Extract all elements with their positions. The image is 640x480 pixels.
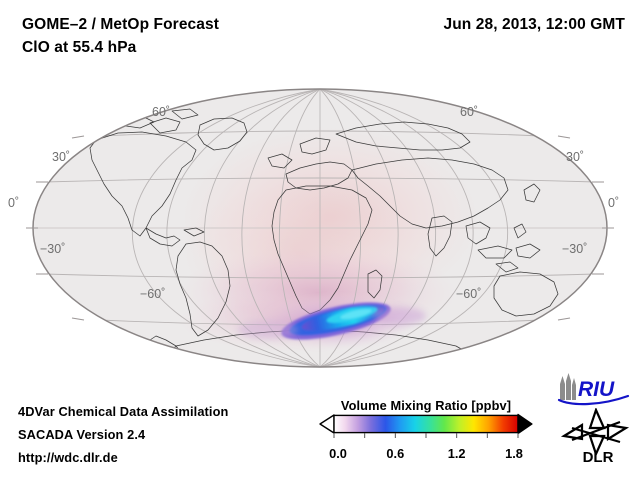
footer-line-version: SACADA Version 2.4 — [18, 427, 146, 442]
lat-label-right-m30: −30˚ — [562, 242, 588, 256]
colorbar-tick-label: 1.2 — [447, 446, 466, 461]
footer-line-assimilation: 4DVar Chemical Data Assimilation — [18, 404, 229, 419]
colorbar-body — [333, 414, 519, 434]
figure-subtitle: ClO at 55.4 hPa — [22, 39, 137, 56]
riu-swoosh-icon — [557, 394, 630, 406]
lat-label-right-m60: −60˚ — [456, 287, 482, 301]
riu-logo: RIU — [557, 373, 630, 406]
dlr-wordmark: DLR — [583, 449, 614, 464]
lat-label-left-m60: −60˚ — [140, 287, 166, 301]
lat-label-left-0: 0˚ — [8, 196, 20, 210]
colorbar-title: Volume Mixing Ratio [ppbv] — [340, 398, 512, 413]
lat-label-right-60: 60˚ — [460, 105, 479, 119]
mollweide-map — [26, 88, 614, 368]
colorbar-min-extend-arrow — [319, 414, 335, 434]
colorbar: Volume Mixing Ratio [ppbv] 0.0 0.6 1.2 1.8 — [318, 398, 534, 463]
world-map-panel: 60˚ 30˚ 0˚ −30˚ −60˚ 60˚ 30˚ 0˚ −30˚ −60… — [0, 78, 640, 378]
colorbar-ticks — [333, 433, 519, 438]
figure-timestamp: Jun 28, 2013, 12:00 GMT — [443, 16, 625, 33]
lat-label-right-30: 30˚ — [566, 150, 585, 164]
dlr-logo: DLR — [560, 408, 630, 464]
figure-title: GOME–2 / MetOp Forecast — [22, 16, 219, 33]
data-plume-antarctic — [238, 296, 426, 348]
colorbar-tick-label: 0.0 — [329, 446, 347, 461]
riu-towers-icon — [560, 373, 576, 400]
lat-label-right-0: 0˚ — [608, 196, 620, 210]
lat-tick-marks — [26, 135, 614, 321]
lat-label-left-60: 60˚ — [152, 105, 171, 119]
lat-label-left-30: 30˚ — [52, 150, 71, 164]
colorbar-tick-label: 1.8 — [505, 446, 523, 461]
riu-wordmark: RIU — [578, 378, 615, 401]
lat-label-left-m30: −30˚ — [40, 242, 66, 256]
colorbar-max-extend-arrow — [517, 413, 533, 435]
footer-line-url: http://wdc.dlr.de — [18, 450, 118, 465]
colorbar-tick-label: 0.6 — [386, 446, 405, 461]
colorbar-tick-labels: 0.0 0.6 1.2 1.8 — [318, 446, 534, 463]
colorbar-gradient — [319, 413, 533, 438]
dlr-emblem-icon — [560, 408, 630, 458]
